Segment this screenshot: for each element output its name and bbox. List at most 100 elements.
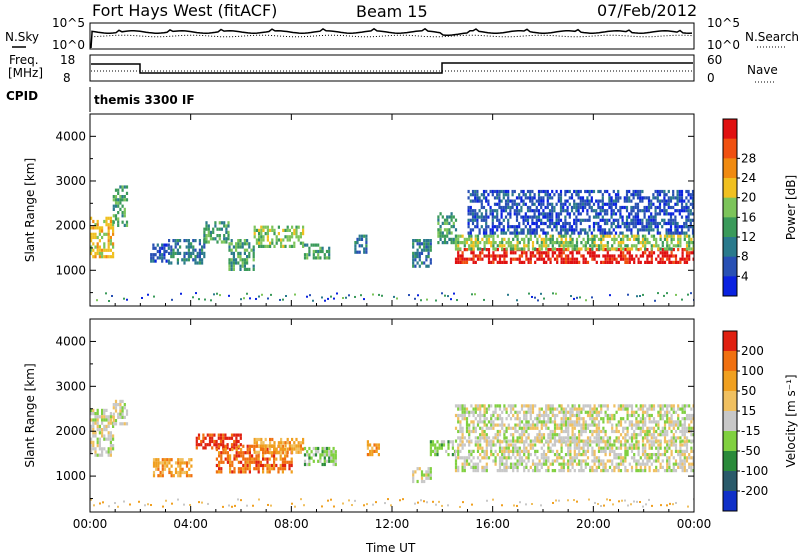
- region-11: [454, 404, 694, 443]
- colorbar-tick-label: 200: [741, 344, 764, 358]
- ground-scatter: [90, 498, 694, 508]
- y-tick-label: 3000: [55, 174, 86, 188]
- region-9: [412, 239, 432, 268]
- region-8: [412, 467, 432, 484]
- region-7: [366, 440, 380, 457]
- region-5: [228, 239, 255, 271]
- colorbar-cell: [723, 331, 737, 352]
- colorbar-cell: [723, 119, 737, 140]
- station-title: Fort Hays West (fitACF): [92, 1, 277, 20]
- colorbar-cell: [723, 217, 737, 238]
- colorbar-tick-label: -100: [741, 464, 768, 478]
- velocity-panel: 1000 2000 3000 4000 00:00 04:00 08:00 12:00 16:0…: [23, 318, 798, 531]
- x-tick-label: 00:00: [677, 517, 712, 531]
- colorbar-tick-label: 100: [741, 364, 764, 378]
- colorbar-tick-label: 16: [741, 210, 756, 224]
- colorbar-cell: [723, 471, 737, 492]
- colorbar-cell: [723, 256, 737, 277]
- region-0: [90, 408, 115, 457]
- colorbar-cell: [723, 451, 737, 472]
- data-area: [90, 185, 694, 302]
- nave-tick-bottom: 0: [707, 71, 715, 85]
- x-tick-label: 00:00: [73, 517, 108, 531]
- region-13: [467, 189, 694, 235]
- colorbar-cell: [723, 391, 737, 412]
- freq-tick-top: 18: [60, 53, 75, 67]
- beam-label: Beam 15: [356, 2, 428, 21]
- colorbar-tick-label: -50: [741, 444, 761, 458]
- colorbar-tick-label: 15: [741, 404, 756, 418]
- region-1: [112, 185, 129, 227]
- colorbar-label: Power [dB]: [784, 175, 798, 240]
- noise-tick-right-bottom: 10^0: [707, 38, 740, 52]
- colorbar-tick-label: -15: [741, 424, 761, 438]
- y-tick-label: 1000: [55, 263, 86, 277]
- region-2: [150, 243, 170, 263]
- region-4: [203, 221, 230, 244]
- freq-label: Freq.: [9, 53, 39, 67]
- colorbar-frame: [722, 330, 738, 512]
- colorbar-cell: [723, 178, 737, 199]
- y-tick-label: 4000: [55, 129, 86, 143]
- colorbar-cell: [723, 351, 737, 372]
- region-3: [168, 239, 206, 265]
- region-5: [253, 437, 305, 454]
- noise-sky-line: [90, 27, 693, 49]
- colorbar-cell: [723, 431, 737, 452]
- x-tick-label: 16:00: [475, 517, 510, 531]
- region-2: [152, 458, 193, 478]
- colorbar: 200 100 50 15 -15 -50 -100 -200 Velocity [m s⁻¹]: [722, 330, 798, 512]
- nsky-label: N.Sky: [5, 30, 39, 44]
- y-axis-label: Slant Range [km]: [23, 158, 37, 262]
- colorbar-cell: [723, 411, 737, 432]
- noise-panel-frame: [89, 22, 695, 50]
- data-area: [90, 399, 694, 508]
- freq-panel-frame: [89, 54, 695, 82]
- colorbar-cell: [723, 138, 737, 159]
- colorbar-cell: [723, 371, 737, 392]
- x-axis-label: Time UT: [365, 541, 416, 554]
- colorbar-tick-label: 50: [741, 384, 756, 398]
- noise-search-line: [91, 34, 693, 38]
- region-9: [429, 440, 457, 457]
- nsearch-label: N.Search: [745, 30, 799, 44]
- date-label: 07/Feb/2012: [597, 1, 697, 20]
- colorbar-tick-label: 24: [741, 171, 756, 185]
- region-8: [354, 234, 368, 254]
- region-10: [454, 440, 694, 473]
- region-10: [437, 212, 458, 245]
- cpid-label: CPID: [6, 89, 38, 103]
- power-panel: 1000 2000 3000 4000 Slant Range [km] 4 8 12 16 20…: [23, 113, 798, 307]
- y-tick-label: 1000: [55, 469, 86, 483]
- x-tick-label: 20:00: [576, 517, 611, 531]
- y-tick-label: 4000: [55, 334, 86, 348]
- y-axis-label: Slant Range [km]: [23, 363, 37, 467]
- colorbar-tick-label: 12: [741, 230, 756, 244]
- cpid-value: themis 3300 IF: [94, 93, 195, 107]
- colorbar-tick-label: 4: [741, 269, 749, 283]
- noise-tick-right-top: 10^5: [707, 16, 740, 30]
- colorbar-cell: [723, 197, 737, 218]
- colorbar-tick-label: 20: [741, 191, 756, 205]
- region-6: [253, 225, 305, 248]
- x-tick-label: 04:00: [173, 517, 208, 531]
- colorbar-cell: [723, 276, 737, 297]
- colorbar-label: Velocity [m s⁻¹]: [784, 374, 798, 467]
- freq-tick-bottom: 8: [63, 71, 71, 85]
- ground-scatter: [96, 292, 694, 302]
- nave-label: Nave: [747, 63, 778, 77]
- freq-unit-label: [MHz]: [8, 66, 43, 80]
- region-0: [90, 216, 115, 259]
- x-tick-label: 12:00: [375, 517, 410, 531]
- y-tick-label: 2000: [55, 219, 86, 233]
- region-7: [303, 243, 331, 260]
- freq-line: [91, 62, 693, 74]
- x-tick-label: 08:00: [274, 517, 309, 531]
- colorbar: 4 8 12 16 20 24 28 Power [dB]: [722, 118, 798, 297]
- colorbar-cell: [723, 491, 737, 512]
- y-tick-label: 2000: [55, 424, 86, 438]
- noise-tick-left-top: 10^5: [52, 16, 85, 30]
- region-6: [303, 446, 337, 467]
- colorbar-cell: [723, 237, 737, 258]
